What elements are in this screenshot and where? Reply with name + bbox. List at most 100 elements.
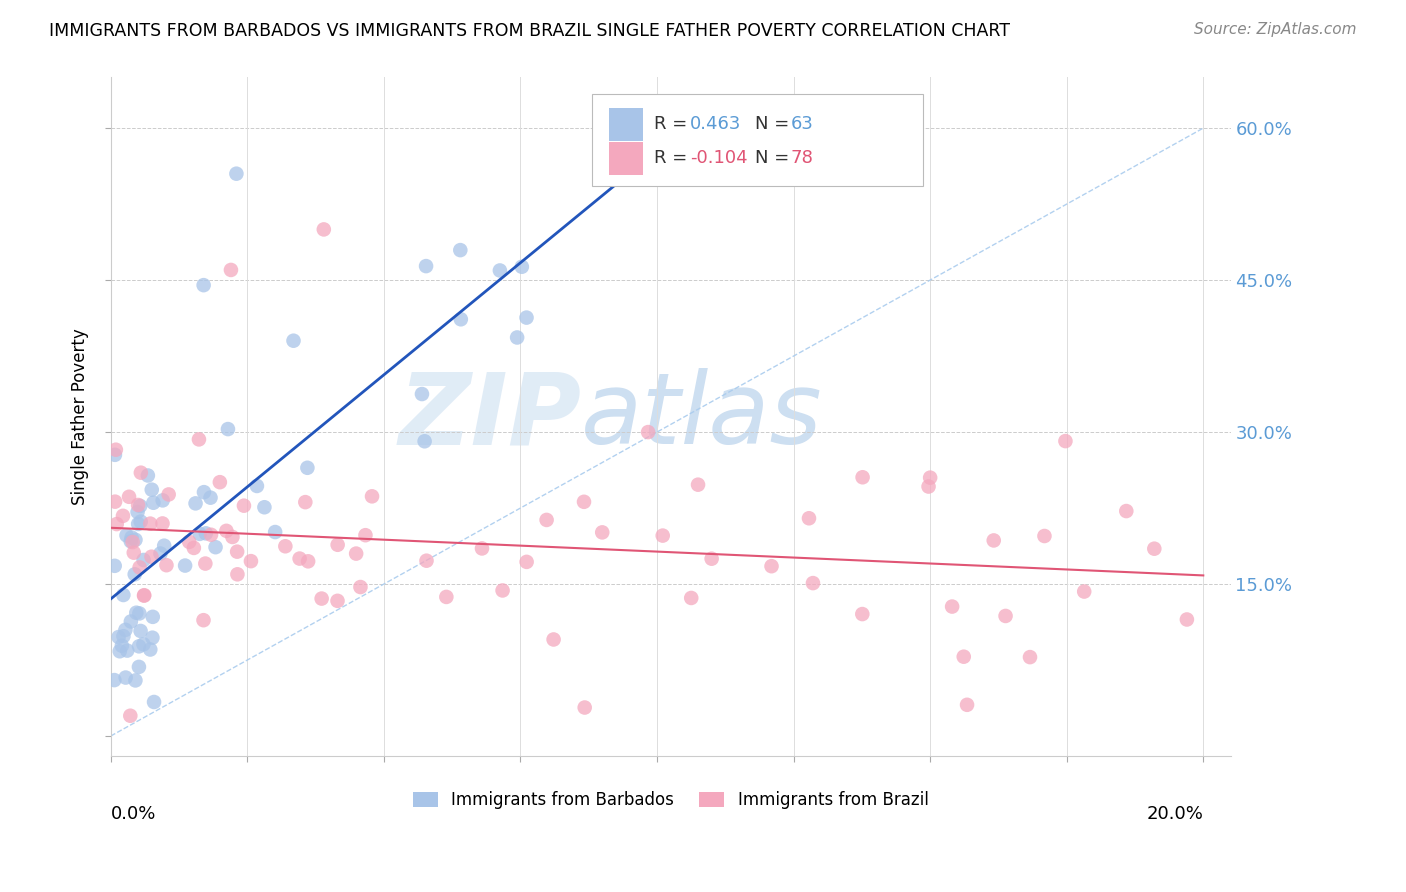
Point bbox=[956, 698, 979, 712]
Point bbox=[139, 642, 162, 657]
Point bbox=[129, 466, 152, 480]
Point bbox=[917, 479, 939, 493]
Point bbox=[208, 475, 231, 490]
Point bbox=[226, 544, 249, 558]
Point bbox=[952, 649, 974, 664]
Point bbox=[132, 589, 155, 603]
Point bbox=[920, 470, 942, 484]
Point bbox=[449, 243, 471, 257]
Point bbox=[105, 517, 128, 532]
Point bbox=[104, 558, 127, 573]
Text: 0.0%: 0.0% bbox=[111, 805, 156, 823]
Point bbox=[1019, 650, 1042, 665]
Point bbox=[1054, 434, 1077, 448]
Point bbox=[591, 525, 613, 540]
Text: N =: N = bbox=[755, 115, 794, 133]
Point bbox=[155, 558, 177, 573]
Point bbox=[152, 493, 174, 508]
Point bbox=[349, 580, 371, 594]
Point bbox=[184, 496, 207, 510]
Point bbox=[686, 477, 709, 491]
Point bbox=[108, 644, 131, 658]
Text: IMMIGRANTS FROM BARBADOS VS IMMIGRANTS FROM BRAZIL SINGLE FATHER POVERTY CORRELA: IMMIGRANTS FROM BARBADOS VS IMMIGRANTS F… bbox=[49, 22, 1010, 40]
Point bbox=[264, 524, 287, 539]
Point bbox=[204, 540, 226, 554]
Point bbox=[121, 531, 143, 545]
Point bbox=[311, 591, 333, 606]
Point bbox=[994, 609, 1017, 624]
Point bbox=[114, 623, 136, 637]
Point bbox=[700, 551, 723, 566]
Point bbox=[415, 554, 437, 568]
Point bbox=[152, 516, 174, 531]
Point bbox=[651, 528, 673, 542]
Point bbox=[139, 516, 162, 531]
Point bbox=[104, 494, 127, 508]
Point bbox=[127, 516, 149, 531]
Text: 20.0%: 20.0% bbox=[1146, 805, 1204, 823]
Point bbox=[114, 671, 136, 685]
Point bbox=[681, 591, 703, 605]
Point bbox=[193, 278, 215, 293]
Point bbox=[852, 470, 875, 484]
Point bbox=[174, 558, 197, 573]
Point bbox=[136, 468, 159, 483]
Point bbox=[134, 588, 156, 602]
Point bbox=[157, 487, 180, 501]
Point bbox=[941, 599, 963, 614]
Point bbox=[128, 660, 150, 674]
Point bbox=[297, 460, 319, 475]
Point bbox=[149, 547, 172, 561]
Point bbox=[225, 167, 247, 181]
Point bbox=[128, 607, 150, 621]
Point bbox=[141, 631, 163, 645]
Point bbox=[574, 700, 596, 714]
Text: ZIP: ZIP bbox=[398, 368, 581, 466]
Point bbox=[434, 590, 457, 604]
Point bbox=[516, 555, 538, 569]
FancyBboxPatch shape bbox=[609, 108, 643, 141]
Point bbox=[132, 637, 155, 651]
Point bbox=[515, 310, 537, 325]
Point bbox=[239, 554, 262, 568]
Text: R =: R = bbox=[654, 115, 693, 133]
Point bbox=[187, 433, 209, 447]
Legend: Immigrants from Barbados, Immigrants from Brazil: Immigrants from Barbados, Immigrants fro… bbox=[406, 784, 935, 816]
Point bbox=[232, 499, 254, 513]
Point bbox=[128, 560, 150, 574]
Point bbox=[193, 613, 215, 627]
Point bbox=[141, 549, 163, 564]
Point bbox=[344, 547, 367, 561]
Point bbox=[115, 528, 138, 542]
Point bbox=[124, 567, 146, 582]
Point bbox=[413, 434, 436, 449]
Point bbox=[283, 334, 305, 348]
Point bbox=[1033, 529, 1056, 543]
Point bbox=[200, 491, 222, 505]
Point bbox=[132, 553, 155, 567]
Point bbox=[115, 643, 138, 657]
Text: 0.463: 0.463 bbox=[690, 115, 741, 133]
Point bbox=[124, 673, 146, 688]
Point bbox=[489, 263, 512, 277]
Point bbox=[112, 629, 135, 643]
Point bbox=[217, 422, 239, 436]
Point bbox=[103, 673, 125, 687]
Text: Source: ZipAtlas.com: Source: ZipAtlas.com bbox=[1194, 22, 1357, 37]
Point bbox=[111, 639, 134, 653]
Point bbox=[326, 538, 349, 552]
Point bbox=[127, 505, 149, 519]
Point bbox=[219, 263, 242, 277]
Point bbox=[983, 533, 1005, 548]
Point bbox=[142, 610, 165, 624]
Point bbox=[125, 606, 148, 620]
Point bbox=[361, 489, 384, 503]
Point bbox=[129, 499, 152, 513]
Point bbox=[179, 534, 201, 549]
Point bbox=[506, 330, 529, 344]
Point bbox=[415, 259, 437, 273]
Point bbox=[193, 485, 215, 500]
Point bbox=[1175, 612, 1198, 626]
FancyBboxPatch shape bbox=[609, 142, 643, 175]
Point bbox=[141, 483, 163, 497]
